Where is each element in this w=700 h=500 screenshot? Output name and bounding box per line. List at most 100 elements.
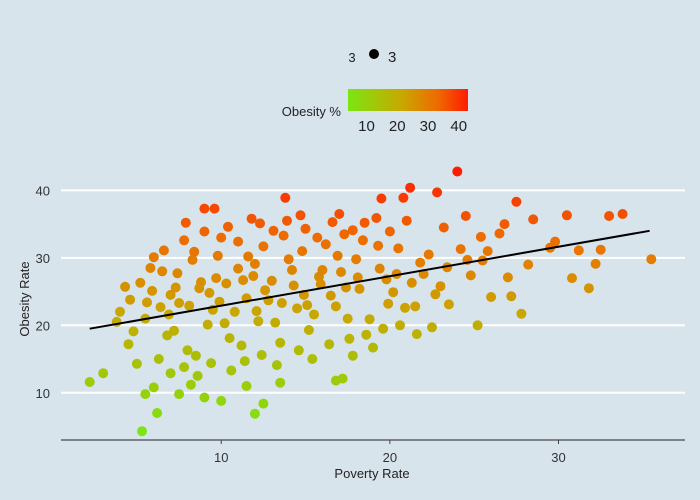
data-point [182,345,193,356]
data-point [271,360,282,371]
data-point [98,368,109,379]
data-point [452,166,463,177]
data-point [351,254,362,265]
data-point [332,250,343,261]
data-point [148,252,159,263]
size-legend-label: 3 [348,50,355,65]
data-point [212,250,223,261]
data-point [361,329,372,340]
data-point [258,241,269,252]
data-point [376,193,387,204]
data-point [307,354,318,364]
data-point [249,408,260,419]
data-point [162,330,173,341]
x-tick-label: 10 [214,450,228,465]
data-point [401,215,412,226]
data-point [275,337,286,348]
data-point [573,245,584,256]
data-point [283,254,294,265]
data-point [184,300,195,311]
data-point [371,213,382,223]
data-point [455,244,466,255]
data-point [506,291,517,302]
data-point [486,292,497,302]
data-point [194,283,205,294]
data-point [280,192,291,203]
data-point [216,395,227,406]
data-point [123,339,134,350]
data-point [317,265,328,275]
color-legend-title: Obesity % [282,104,342,119]
data-point [411,329,422,340]
data-point [300,223,311,234]
data-point [302,300,313,311]
data-point [438,222,449,233]
data-point [158,245,169,256]
data-point [128,326,139,337]
data-point [374,263,385,274]
data-point [145,263,156,273]
data-point [140,389,151,400]
data-point [475,231,486,242]
y-tick-label: 20 [36,318,50,333]
data-point [617,209,628,219]
data-point [327,217,338,228]
trend-line-group [89,229,650,330]
data-point [216,232,227,243]
data-point [266,275,277,286]
data-point [354,283,365,294]
data-point [282,215,292,226]
data-point [347,350,358,361]
data-point [398,192,409,203]
data-point [567,273,577,284]
data-point [125,294,136,305]
data-point [187,254,198,265]
x-tick-label: 30 [551,450,565,465]
data-point [211,273,222,284]
data-point [251,306,262,317]
y-tick-label: 10 [36,386,50,401]
size-legend-value: 3 [388,49,396,66]
trend-line [89,229,650,330]
data-point [233,236,244,247]
data-point [209,203,220,214]
data-point [590,258,601,269]
data-point [135,277,146,288]
data-point [185,379,196,390]
data-point [179,235,190,246]
color-legend-tick-label: 10 [358,118,375,135]
y-axis-title: Obesity Rate [17,261,32,336]
data-point [190,350,201,361]
data-point [268,225,279,236]
data-point [342,313,353,324]
data-point [174,298,185,308]
color-legend-tick-label: 40 [450,118,467,135]
data-point [276,298,287,308]
data-point [405,182,416,193]
data-point [180,217,191,228]
data-point [84,377,95,387]
data-point [233,263,244,274]
color-legend-ticks: 10 20 30 40 [358,118,467,135]
data-point [334,209,345,219]
data-point [248,271,259,281]
data-point [148,382,159,393]
data-point [312,232,323,243]
data-points [84,166,657,437]
data-point [165,368,176,379]
data-point [142,297,152,308]
data-point [324,339,335,350]
data-point [258,398,269,409]
x-axis-title: Poverty Rate [334,466,409,481]
color-legend-tick-label: 30 [420,118,437,135]
data-point [432,187,443,198]
data-point [368,342,378,353]
y-tick-label: 40 [36,183,50,198]
data-point [460,211,471,221]
data-point [352,272,363,283]
data-point [202,319,213,330]
data-point [388,287,399,298]
data-point [494,228,505,239]
data-point [410,301,421,312]
